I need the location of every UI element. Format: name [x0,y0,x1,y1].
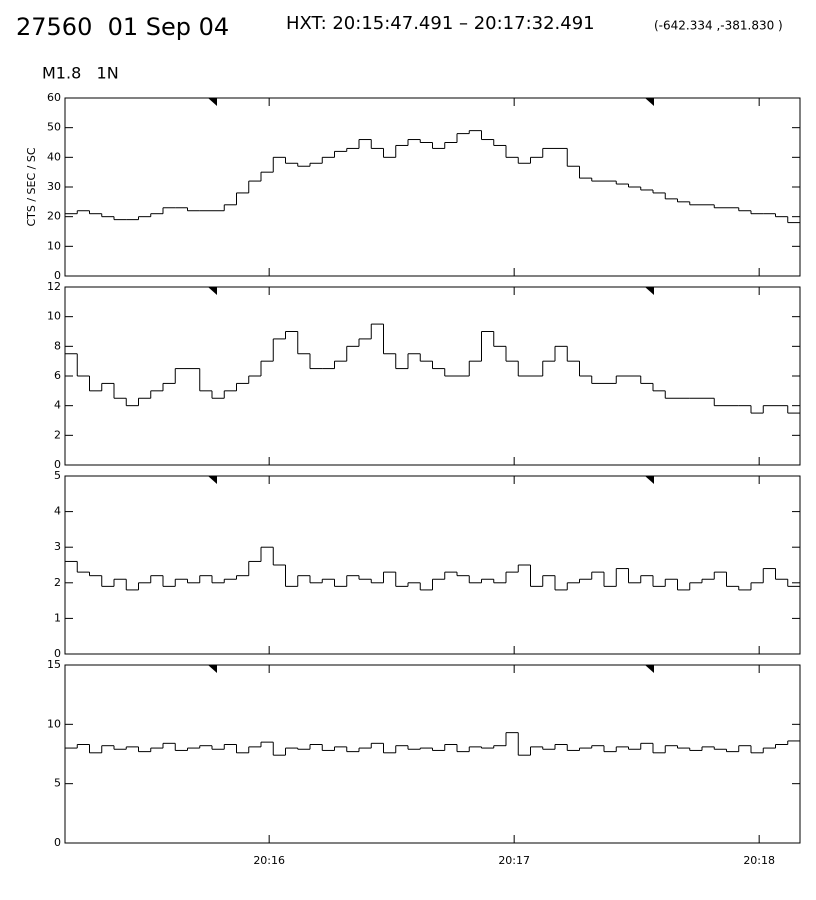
y-tick-label: 30 [47,180,61,193]
y-tick-label: 0 [54,647,61,660]
y-axis-label: CTS / SEC / SC [25,147,38,226]
y-tick-label: 0 [54,458,61,471]
title: 27560 01 Sep 04 [16,13,229,41]
interval-marker [645,98,654,106]
coords: (-642.334 ,-381.830 ) [654,19,783,33]
interval-marker [645,287,654,295]
y-tick-label: 8 [54,339,61,352]
y-tick-label: 12 [47,280,61,293]
y-tick-label: 20 [47,210,61,223]
x-tick-label: 20:17 [498,854,530,867]
plot-frame [64,664,801,844]
interval-marker [645,476,654,484]
y-tick-label: 2 [54,576,61,589]
x-tick-label: 20:16 [253,854,285,867]
y-tick-label: 40 [47,150,61,163]
hxt-range: HXT: 20:15:47.491 – 20:17:32.491 [286,13,595,34]
y-tick-label: 10 [47,717,61,730]
plot-frame [64,475,801,655]
y-tick-label: 0 [54,836,61,849]
y-tick-label: 50 [47,121,61,134]
y-tick-label: 0 [54,269,61,282]
subtitle: M1.8 1N [42,64,119,83]
interval-marker [208,287,217,295]
y-tick-label: 4 [54,505,61,518]
y-tick-label: 2 [54,428,61,441]
y-tick-label: 10 [47,239,61,252]
y-tick-label: 15 [47,658,61,671]
interval-marker [645,665,654,673]
y-tick-label: 5 [54,777,61,790]
y-tick-label: 1 [54,611,61,624]
interval-marker [208,98,217,106]
y-tick-label: 60 [47,91,61,104]
interval-marker [208,665,217,673]
y-tick-label: 5 [54,469,61,482]
y-tick-label: 3 [54,540,61,553]
x-tick-label: 20:18 [743,854,775,867]
interval-marker [208,476,217,484]
y-tick-label: 6 [54,369,61,382]
y-tick-label: 10 [47,310,61,323]
y-tick-label: 4 [54,399,61,412]
